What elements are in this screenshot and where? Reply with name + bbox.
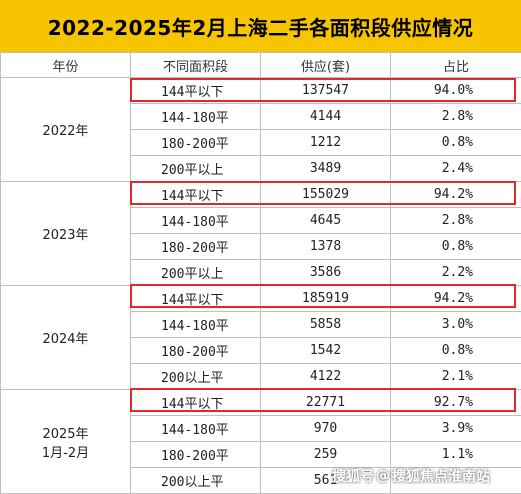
supply-cell: 970: [260, 415, 391, 442]
area-cell: 144-180平: [130, 103, 261, 130]
share-cell: [390, 467, 521, 494]
header-row: 年份 不同面积段 供应(套) 占比: [0, 52, 521, 78]
share-cell: 2.1%: [390, 363, 521, 390]
supply-cell: 1378: [260, 233, 391, 260]
table-row: 144-180平 4144 2.8%: [1, 103, 521, 130]
share-cell: 2.8%: [390, 103, 521, 130]
area-cell: 200以上平: [130, 363, 261, 390]
area-cell: 180-200平: [130, 233, 261, 260]
area-cell: 144-180平: [130, 415, 261, 442]
table-title: 2022-2025年2月上海二手各面积段供应情况: [0, 0, 521, 52]
supply-cell: 259: [260, 441, 391, 468]
share-cell: 3.0%: [390, 311, 521, 338]
share-cell: 3.9%: [390, 415, 521, 442]
watermark-source: 搜狐号: [332, 469, 374, 485]
table-row: 200平以上 3489 2.4%: [1, 155, 521, 182]
supply-cell: 4645: [260, 207, 391, 234]
share-cell: 0.8%: [390, 129, 521, 156]
table-row: 180-200平 1212 0.8%: [1, 129, 521, 156]
header-area: 不同面积段: [130, 52, 261, 78]
table-row: 2022年 144平以下 137547 94.0%: [0, 77, 521, 182]
table-row: 180-200平 1378 0.8%: [1, 233, 521, 260]
highlight-box-2025: [130, 388, 516, 412]
supply-cell: 1212: [260, 129, 391, 156]
table-row: 2024年 144平以下 185919 94.2%: [0, 285, 521, 390]
area-cell: 200以上平: [130, 467, 261, 494]
share-cell: 2.2%: [390, 259, 521, 286]
table-row: 180-200平 259 1.1%: [1, 441, 521, 468]
supply-table: 年份 不同面积段 供应(套) 占比 2022年 144平以下 137547 94.0%…: [0, 52, 521, 494]
supply-cell: 4122: [260, 363, 391, 390]
highlight-box-2022: [130, 78, 516, 102]
area-cell: 180-200平: [130, 337, 261, 364]
year-cell: 2023年: [0, 181, 131, 286]
watermark-at: @: [376, 468, 390, 484]
supply-cell: 3586: [260, 259, 391, 286]
area-cell: 180-200平: [130, 441, 261, 468]
header-share: 占比: [390, 52, 521, 78]
table-row: 144-180平 4645 2.8%: [1, 207, 521, 234]
table-row: 200平以上 3586 2.2%: [1, 259, 521, 286]
watermark: 搜狐号 @ 搜狐焦点淮南站: [332, 464, 490, 488]
area-cell: 180-200平: [130, 129, 261, 156]
highlight-box-2023: [130, 181, 516, 205]
table-row: 144-180平 970 3.9%: [1, 415, 521, 442]
table-row: 200以上平 561: [1, 467, 521, 494]
header-year: 年份: [0, 52, 131, 78]
supply-cell: 1542: [260, 337, 391, 364]
area-cell: 144-180平: [130, 207, 261, 234]
supply-cell: 4144: [260, 103, 391, 130]
year-cell: 2024年: [0, 285, 131, 390]
year-cell: 2022年: [0, 77, 131, 182]
share-cell: 0.8%: [390, 233, 521, 260]
year-cell: 2025年 1月-2月: [0, 389, 131, 494]
share-cell: 2.4%: [390, 155, 521, 182]
supply-cell: 5858: [260, 311, 391, 338]
highlight-box-2024: [130, 284, 516, 308]
area-cell: 200平以上: [130, 259, 261, 286]
watermark-account: 搜狐焦点淮南站: [392, 469, 490, 485]
supply-cell: 561: [260, 467, 391, 494]
table-row: 144-180平 5858 3.0%: [1, 311, 521, 338]
header-supply: 供应(套): [260, 52, 391, 78]
share-cell: 2.8%: [390, 207, 521, 234]
share-cell: 0.8%: [390, 337, 521, 364]
supply-cell: 3489: [260, 155, 391, 182]
table-body: 2022年 144平以下 137547 94.0% 144-180平 4144 2.8% 18…: [0, 77, 521, 494]
area-cell: 200平以上: [130, 155, 261, 182]
area-cell: 144-180平: [130, 311, 261, 338]
